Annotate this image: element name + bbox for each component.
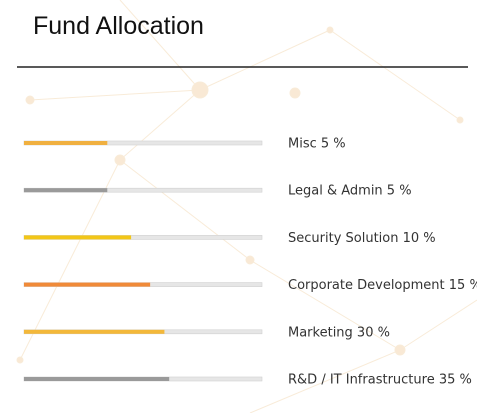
- allocation-row: R&D / IT Infrastructure 35 %: [23, 373, 472, 388]
- background-network: [16, 0, 477, 413]
- allocation-label: R&D / IT Infrastructure 35 %: [288, 373, 472, 388]
- allocation-row: Security Solution 10 %: [23, 231, 436, 246]
- bar-fill: [24, 282, 151, 287]
- allocation-row: Corporate Development 15 %: [23, 278, 477, 293]
- bar-fill: [24, 235, 132, 240]
- bar-fill: [24, 329, 165, 334]
- allocation-row: Marketing 30 %: [23, 325, 390, 340]
- allocation-label: Marketing 30 %: [288, 325, 390, 340]
- allocation-row: Misc 5 %: [23, 137, 346, 152]
- allocation-label: Security Solution 10 %: [288, 231, 436, 246]
- bar-fill: [24, 141, 108, 145]
- allocation-list: Misc 5 % Legal & Admin 5 % Security Soluti…: [23, 137, 477, 388]
- bar-fill: [24, 188, 108, 193]
- allocation-label: Corporate Development 15 %: [288, 278, 477, 293]
- allocation-row: Legal & Admin 5 %: [23, 184, 412, 199]
- bar-fill: [24, 377, 170, 381]
- panel-title: Fund Allocation: [33, 12, 204, 40]
- allocation-label: Misc 5 %: [288, 137, 346, 152]
- allocation-label: Legal & Admin 5 %: [288, 184, 412, 199]
